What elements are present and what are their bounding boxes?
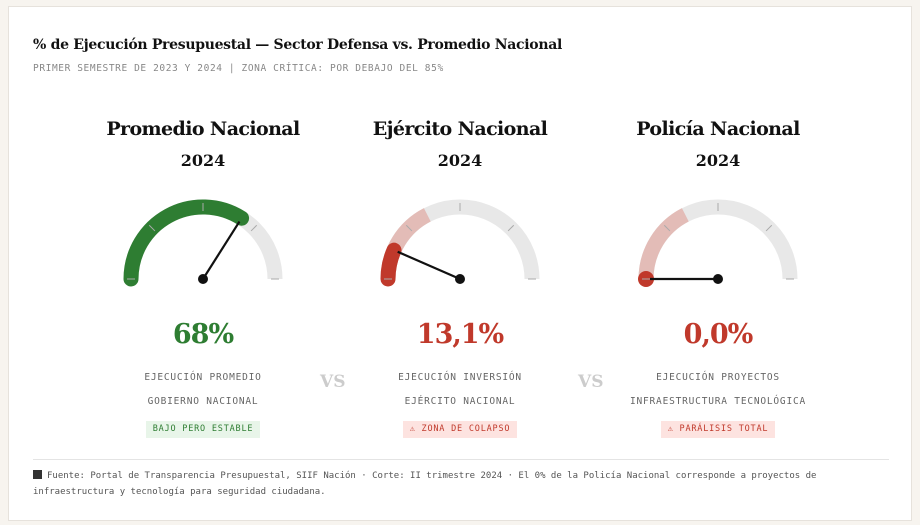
chart-card: % de Ejecución Presupuestal — Sector Def… xyxy=(8,6,912,521)
gauge-needle xyxy=(397,250,461,281)
gauge-tick xyxy=(507,224,515,232)
gauge-critical-zone xyxy=(638,208,689,280)
gauge-tick xyxy=(663,224,671,232)
status-badge: ⚠ ZONA DE COLAPSO xyxy=(402,421,518,438)
gauge-desc-line1: EJECUCIÓN PROMEDIO xyxy=(144,372,262,383)
gauge-value-arc xyxy=(380,242,402,287)
gauge-desc-line1: EJECUCIÓN PROYECTOS xyxy=(656,372,780,383)
footnote-text: Fuente: Portal de Transparencia Presupue… xyxy=(33,471,817,497)
gauge-title: Promedio Nacional xyxy=(106,118,300,140)
gauge-year: 2024 xyxy=(180,151,226,170)
gauge-tick xyxy=(148,224,156,232)
gauge-panel-ejercito-nacional: Ejército Nacional 2024 13,1% EJECUCIÓN I… xyxy=(345,115,575,438)
gauge-desc-line2: EJÉRCITO NACIONAL xyxy=(404,396,516,407)
gauge-panel-policia-nacional: Policía Nacional 2024 0,0% EJECUCIÓN PRO… xyxy=(603,115,833,438)
square-bullet-icon xyxy=(33,470,42,479)
vs-separator: VS xyxy=(320,372,346,392)
gauge-panel-promedio-nacional: Promedio Nacional 2024 68% EJECUCIÓN PRO… xyxy=(88,115,318,438)
gauge-title: Policía Nacional xyxy=(636,118,800,140)
footnote: Fuente: Portal de Transparencia Presupue… xyxy=(33,469,873,500)
gauge-title: Ejército Nacional xyxy=(372,118,548,140)
footer-divider xyxy=(33,459,889,460)
chart-title: % de Ejecución Presupuestal — Sector Def… xyxy=(33,37,563,53)
status-badge: ⚠ PARÁLISIS TOTAL xyxy=(660,421,776,438)
status-badge: BAJO PERO ESTABLE xyxy=(145,421,261,438)
gauge-needle xyxy=(202,220,241,280)
gauge-year: 2024 xyxy=(437,151,483,170)
gauge-needle-hub xyxy=(455,274,465,284)
vs-separator: VS xyxy=(578,372,604,392)
gauge-tick xyxy=(250,224,258,232)
gauge-chart xyxy=(380,199,540,287)
gauge-value-label: 68% xyxy=(172,319,234,350)
chart-subtitle: PRIMER SEMESTRE DE 2023 Y 2024 | ZONA CR… xyxy=(33,63,444,74)
gauge-needle-hub xyxy=(198,274,208,284)
gauge-year: 2024 xyxy=(695,151,741,170)
gauge-tick xyxy=(405,224,413,232)
gauge-desc-line1: EJECUCIÓN INVERSIÓN xyxy=(398,372,522,383)
gauge-value-label: 13,1% xyxy=(416,319,504,350)
gauge-needle-hub xyxy=(713,274,723,284)
gauge-chart xyxy=(638,199,798,287)
gauge-desc-line2: INFRAESTRUCTURA TECNOLÓGICA xyxy=(629,396,807,407)
gauge-tick xyxy=(765,224,773,232)
gauge-value-label: 0,0% xyxy=(683,319,754,350)
gauge-value-arc xyxy=(123,199,250,287)
gauge-chart xyxy=(123,199,283,287)
gauge-desc-line2: GOBIERNO NACIONAL xyxy=(147,396,259,407)
